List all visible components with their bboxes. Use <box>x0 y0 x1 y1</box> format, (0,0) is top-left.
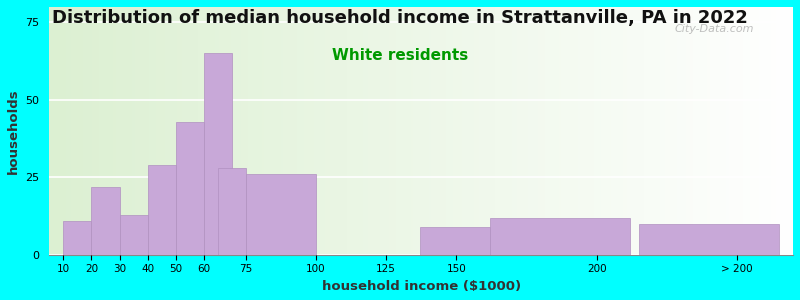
Bar <box>638 224 779 255</box>
X-axis label: household income ($1000): household income ($1000) <box>322 280 521 293</box>
Text: Distribution of median household income in Strattanville, PA in 2022: Distribution of median household income … <box>52 9 748 27</box>
Bar <box>119 214 147 255</box>
Bar <box>420 227 490 255</box>
Text: White residents: White residents <box>332 48 468 63</box>
Bar <box>63 221 91 255</box>
Bar <box>91 187 119 255</box>
Bar <box>218 168 246 255</box>
Text: City-Data.com: City-Data.com <box>674 24 754 34</box>
Bar <box>246 174 316 255</box>
Y-axis label: households: households <box>7 88 20 174</box>
Bar <box>204 53 232 255</box>
Bar <box>490 218 630 255</box>
Bar <box>176 122 204 255</box>
Bar <box>147 165 176 255</box>
